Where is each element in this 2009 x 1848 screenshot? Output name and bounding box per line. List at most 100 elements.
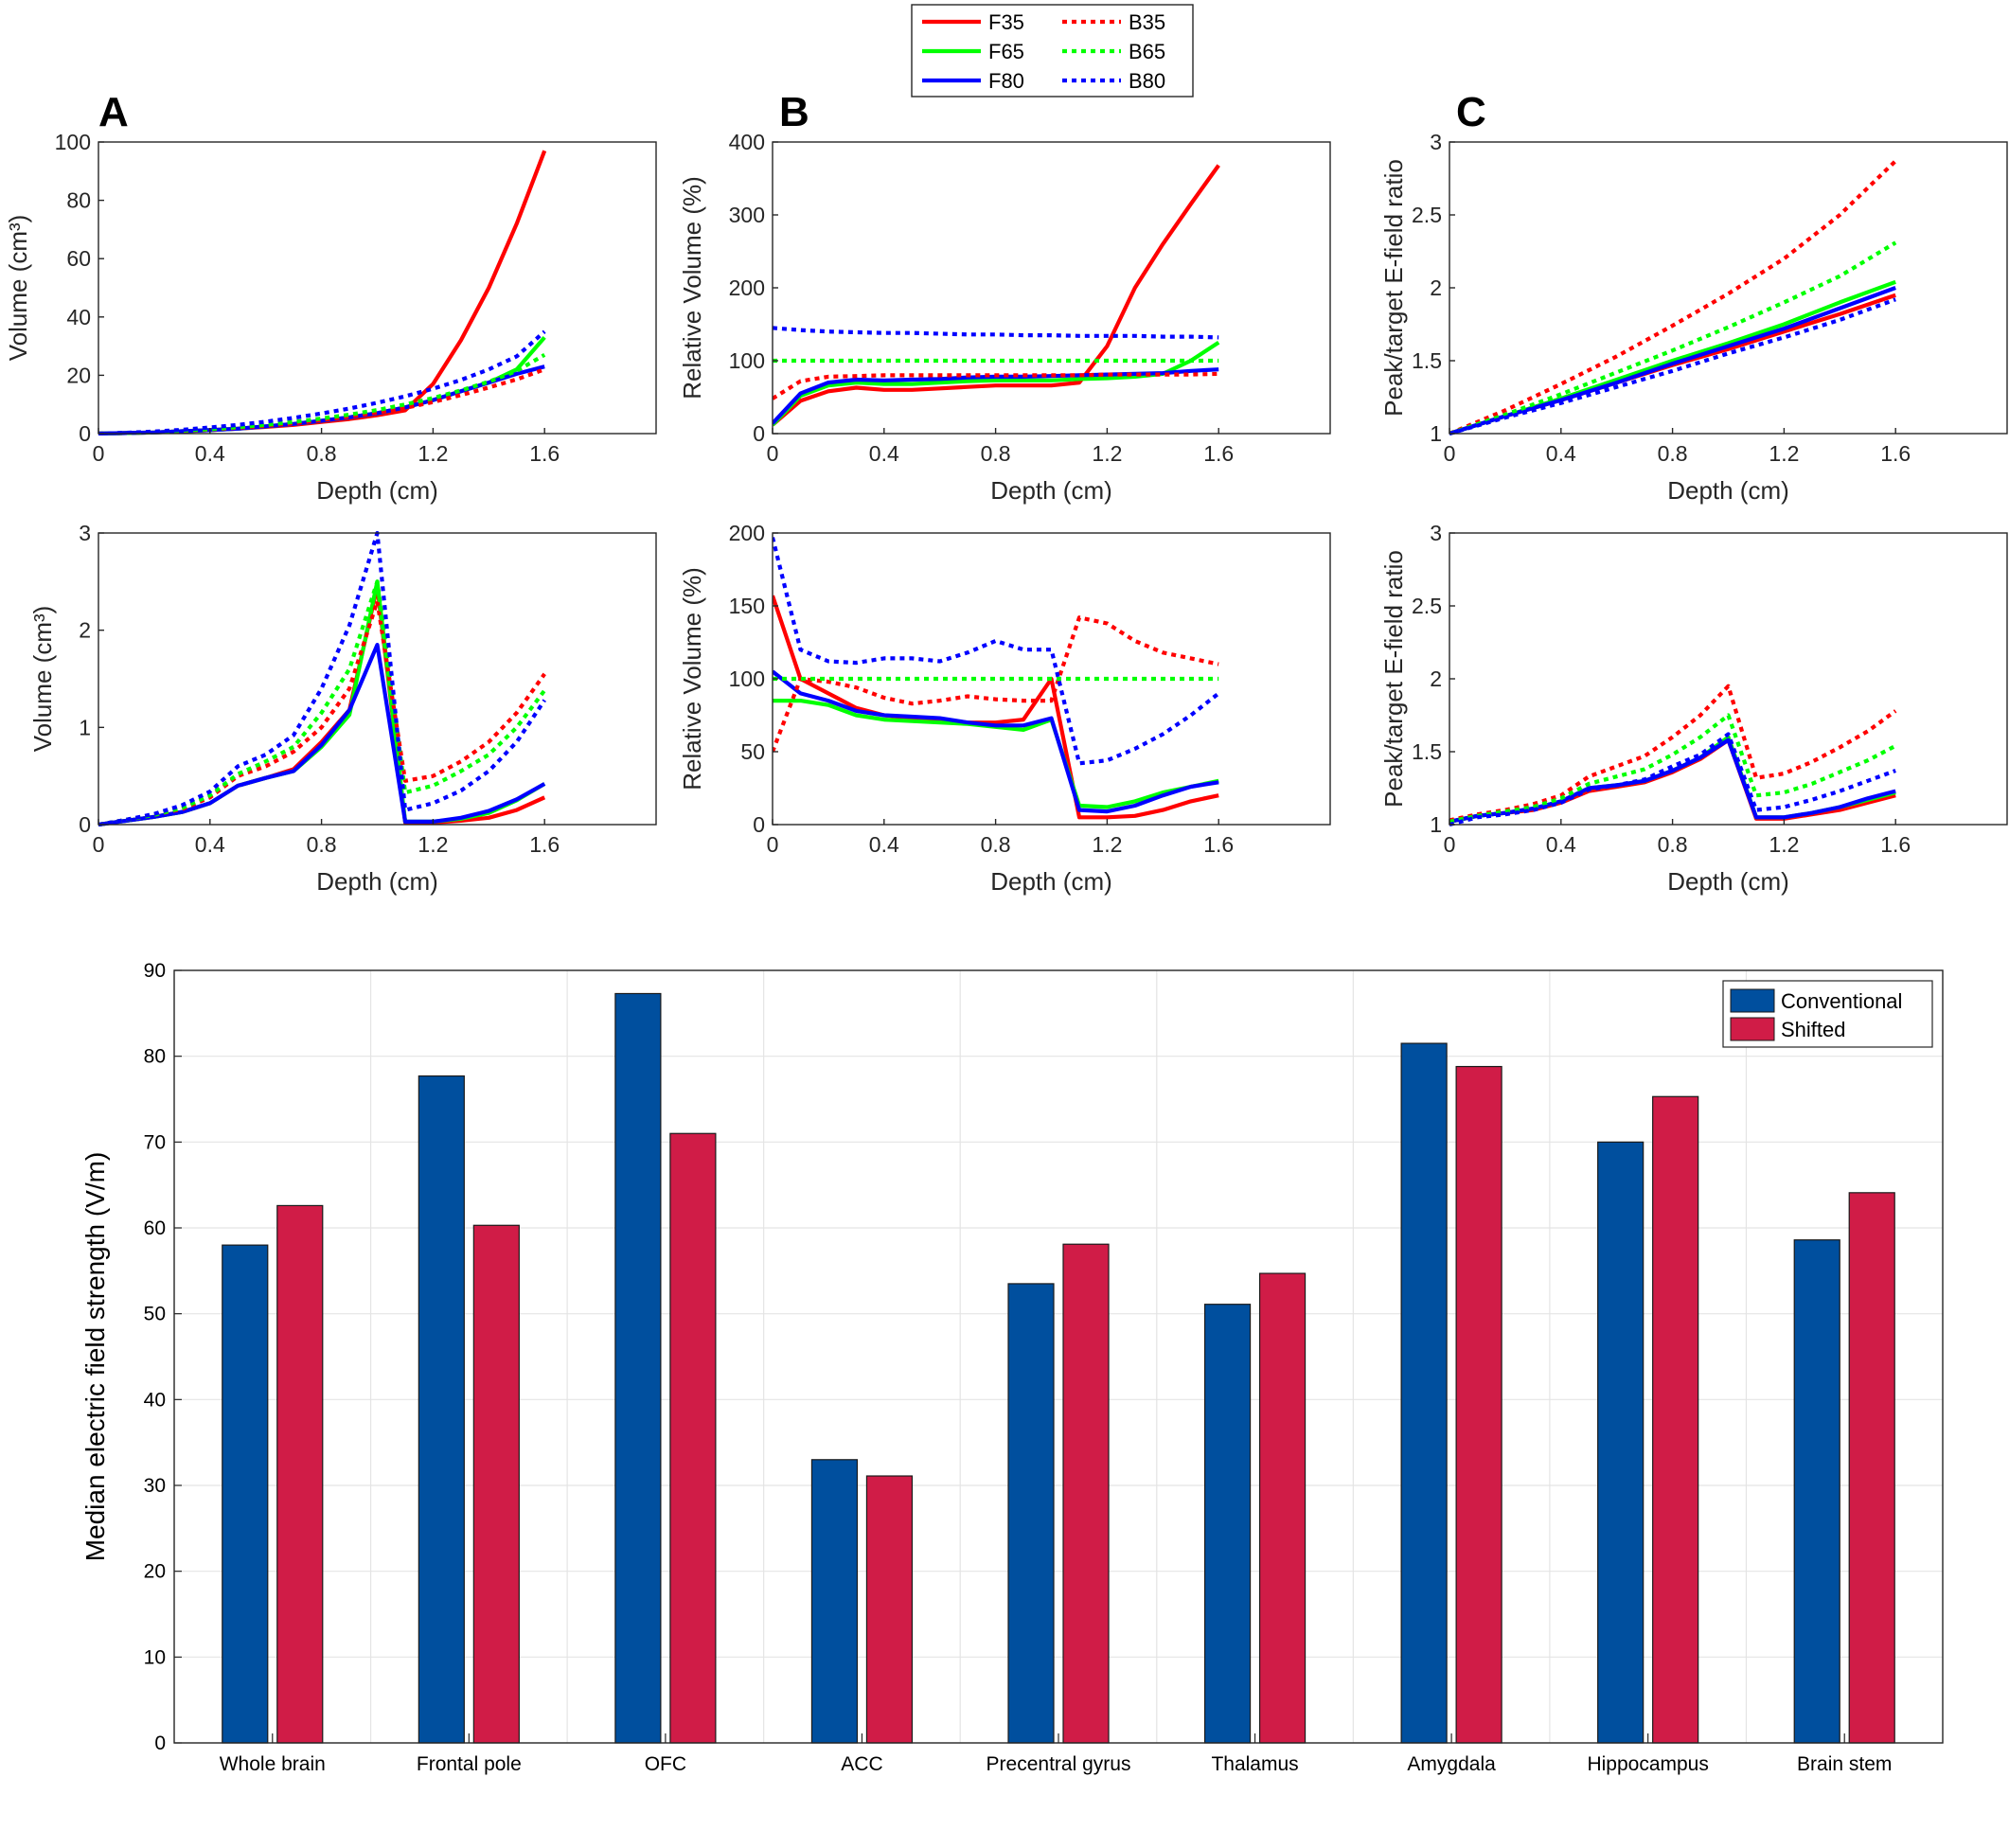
series-f65 <box>98 579 546 826</box>
y-axis-label: Median electric field strength (V/m) <box>80 1152 110 1562</box>
legend-label-f80: F80 <box>988 69 1024 93</box>
y-tick-label: 100 <box>729 666 765 691</box>
x-tick-label: 0 <box>93 832 105 857</box>
x-tick-label: 0.8 <box>981 441 1011 466</box>
axes-box <box>1449 141 2008 435</box>
legend-label-f35: F35 <box>988 10 1024 34</box>
series-b35 <box>1449 159 1897 435</box>
axes-box <box>772 141 1331 435</box>
y-tick-label: 150 <box>729 594 765 618</box>
series-f35 <box>773 164 1220 427</box>
series-b35 <box>1449 684 1897 823</box>
legend-swatch-conventional <box>1730 988 1775 1013</box>
x-tick-label: 0.8 <box>981 832 1011 857</box>
y-tick-label: 200 <box>729 521 765 545</box>
chart-C-top: 0 0.4 0.8 1.2 1.6 1 1.5 2 2.5 3 Depth (cm) Peak/tar… <box>1379 130 2008 505</box>
bar-conventional <box>1007 1283 1055 1744</box>
y-tick-label: 20 <box>66 363 91 387</box>
series-b65 <box>98 579 546 826</box>
series-f80 <box>98 642 546 826</box>
series-f80 <box>773 669 1219 814</box>
y-tick-label: 80 <box>144 1046 166 1068</box>
x-tick-label: 1.6 <box>529 832 560 857</box>
y-tick-label: 1 <box>1430 421 1442 446</box>
bar-shifted <box>1455 1065 1502 1744</box>
bar-conventional <box>1400 1042 1448 1744</box>
x-tick-label: 0.4 <box>869 832 899 857</box>
x-tick-label: 0.4 <box>1546 832 1576 857</box>
y-tick-label: 30 <box>144 1475 166 1497</box>
x-tick-label: Hippocampus <box>1587 1753 1708 1775</box>
x-tick-label: 1.6 <box>529 441 560 466</box>
bar-shifted <box>865 1475 914 1744</box>
y-tick-label: 0 <box>79 812 91 837</box>
legend-label-shifted: Shifted <box>1781 1018 1846 1041</box>
series-group <box>98 531 546 826</box>
y-tick-label: 10 <box>144 1646 166 1668</box>
series-b35 <box>98 367 545 435</box>
y-tick-label: 1 <box>79 715 91 739</box>
x-tick-label: 1.6 <box>1203 441 1234 466</box>
y-tick-label: 400 <box>729 130 765 154</box>
y-tick-label: 3 <box>79 521 91 545</box>
panel-labels: A B C <box>98 89 1486 135</box>
series-f35 <box>98 584 546 826</box>
y-axis-label: Peak/target E-field ratio <box>1379 550 1408 808</box>
axes-box <box>98 532 657 826</box>
series-b80 <box>98 329 546 435</box>
y-axis-label: Volume (cm³) <box>4 215 32 362</box>
bar-conventional <box>222 1244 269 1744</box>
legend-label-b35: B35 <box>1129 10 1165 34</box>
y-tick-label: 2.5 <box>1412 203 1442 227</box>
x-tick-label: 1.2 <box>418 441 448 466</box>
x-tick-label: OFC <box>645 1753 686 1775</box>
x-tick-label: 1.2 <box>1092 832 1122 857</box>
y-tick-label: 40 <box>66 305 91 329</box>
series-group <box>773 164 1220 427</box>
y-axis-label: Relative Volume (%) <box>678 176 706 400</box>
y-tick-label: 0 <box>79 421 91 446</box>
x-tick-label: 1.2 <box>1769 832 1799 857</box>
y-tick-label: 40 <box>144 1389 166 1411</box>
x-tick-label: ACC <box>841 1753 882 1775</box>
bar-shifted <box>276 1204 324 1744</box>
x-tick-label: 0.4 <box>869 441 899 466</box>
y-tick-label: 0 <box>753 421 765 446</box>
chart-B-bottom: 0 0.4 0.8 1.2 1.6 0 50 100 150 200 Depth (cm) Relat… <box>678 521 1331 896</box>
y-tick-label: 70 <box>144 1131 166 1153</box>
y-tick-label: 1 <box>1430 812 1442 837</box>
y-tick-label: 60 <box>144 1217 166 1239</box>
x-axis-label: Depth (cm) <box>316 867 438 896</box>
bar-shifted <box>1258 1272 1307 1744</box>
x-tick-label: 0 <box>1444 832 1456 857</box>
x-tick-label: 0 <box>1444 441 1456 466</box>
y-tick-label: 2 <box>1430 666 1442 691</box>
legend-label-b80: B80 <box>1129 69 1165 93</box>
series-f65 <box>773 698 1219 809</box>
x-tick-label: 0.8 <box>307 441 337 466</box>
panel-label-a: A <box>98 89 129 135</box>
y-tick-label: 100 <box>729 348 765 373</box>
bar-conventional <box>1793 1239 1840 1744</box>
y-tick-label: 60 <box>66 246 91 271</box>
x-tick-label: 1.6 <box>1880 441 1911 466</box>
x-tick-label: Amygdala <box>1407 1753 1496 1775</box>
x-tick-label: 1.2 <box>1769 441 1799 466</box>
bar-shifted <box>669 1132 717 1744</box>
series-b35 <box>773 615 1219 753</box>
y-tick-label: 0 <box>753 812 765 837</box>
x-axis-label: Depth (cm) <box>316 476 438 505</box>
series-group <box>773 537 1220 820</box>
x-tick-label: 0.4 <box>195 832 225 857</box>
y-tick-label: 1.5 <box>1412 739 1442 764</box>
series-b80 <box>773 326 1219 340</box>
bar-shifted <box>1652 1095 1699 1744</box>
y-axis-label: Relative Volume (%) <box>678 567 706 791</box>
x-tick-label: Brain stem <box>1797 1753 1892 1775</box>
bar-shifted <box>1848 1192 1895 1744</box>
bar-conventional <box>810 1459 859 1744</box>
axes-box <box>173 969 1944 1744</box>
x-tick-label: 0 <box>767 832 779 857</box>
bar-conventional <box>418 1075 465 1744</box>
